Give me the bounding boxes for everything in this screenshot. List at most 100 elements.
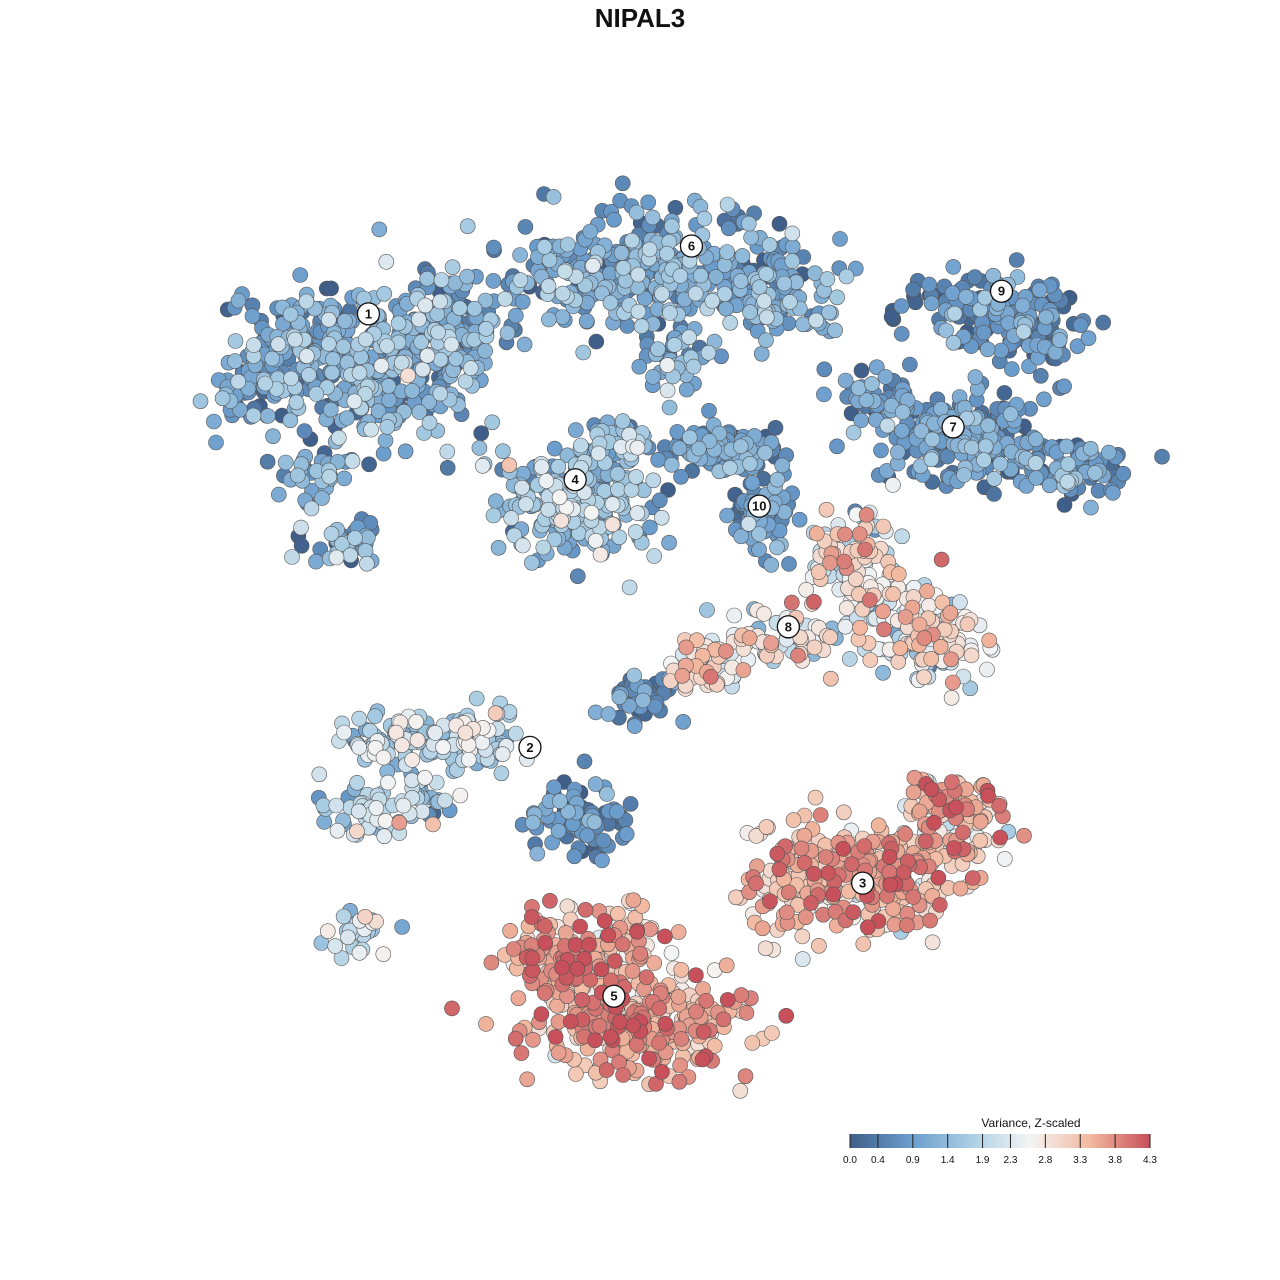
cell-point	[822, 555, 838, 571]
cell-point	[525, 814, 541, 831]
cell-point	[478, 320, 494, 337]
cell-point	[596, 913, 613, 929]
cell-point	[283, 370, 299, 387]
cell-point	[758, 266, 775, 282]
cell-point	[514, 293, 531, 310]
cell-point	[1056, 497, 1073, 513]
cell-point	[260, 408, 276, 424]
cell-point	[552, 793, 568, 809]
cell-point	[807, 789, 824, 806]
cell-point	[663, 945, 680, 961]
cell-point	[790, 647, 806, 664]
cell-point	[466, 300, 483, 317]
cell-point	[921, 276, 938, 293]
legend-tick-label: 1.4	[941, 1155, 955, 1166]
cell-point	[945, 334, 962, 351]
cell-point	[702, 668, 719, 685]
cell-point	[637, 290, 653, 307]
cell-point	[784, 225, 801, 242]
cell-point	[397, 443, 414, 460]
cell-point	[430, 324, 446, 341]
cell-point	[924, 431, 941, 448]
cell-point	[259, 453, 276, 470]
cell-point	[793, 840, 810, 857]
cell-point	[769, 471, 786, 488]
cell-point	[917, 833, 934, 850]
cell-point	[763, 556, 780, 573]
cell-point	[632, 945, 649, 962]
cell-point	[734, 248, 751, 264]
cell-point	[582, 223, 599, 240]
cell-point	[678, 639, 695, 656]
cell-point	[614, 936, 631, 953]
cell-point	[1015, 323, 1032, 340]
cell-point	[375, 946, 392, 963]
cluster-label-6: 6	[679, 234, 704, 258]
cell-point	[404, 382, 421, 399]
cell-point	[757, 940, 774, 957]
cluster-label-text: 1	[365, 306, 372, 321]
cell-point	[981, 632, 998, 649]
cluster-label-10: 10	[747, 494, 771, 518]
cell-point	[335, 338, 352, 355]
cell-point	[594, 852, 610, 869]
cell-point	[670, 924, 687, 940]
cell-point	[373, 357, 390, 374]
cell-point	[663, 456, 680, 473]
cell-point	[718, 957, 735, 974]
cell-point	[663, 218, 680, 234]
cluster-label-text: 3	[859, 876, 866, 891]
cell-point	[628, 469, 644, 485]
cell-point	[230, 292, 247, 309]
cell-point	[737, 1068, 754, 1084]
cell-point	[852, 619, 868, 636]
cell-point	[972, 832, 989, 849]
cell-point	[776, 275, 793, 292]
cell-point	[781, 556, 797, 572]
cell-point	[328, 797, 345, 814]
cell-point	[471, 440, 488, 456]
cell-point	[485, 507, 502, 524]
color-legend: Variance, Z-scaled 0.0 0.4 0.9 1.4 1.9 2.3 2.8…	[843, 1116, 1157, 1166]
cell-point	[587, 532, 604, 549]
cell-point	[870, 817, 887, 834]
cell-point	[698, 992, 715, 1009]
cell-point	[878, 463, 895, 479]
cell-point	[688, 967, 704, 984]
cell-point	[351, 944, 368, 961]
cell-point	[657, 1015, 674, 1032]
cell-point	[771, 861, 788, 878]
cell-point	[536, 239, 553, 255]
cell-point	[468, 690, 485, 707]
cell-point	[841, 651, 858, 667]
cell-point	[877, 369, 894, 385]
cell-point	[245, 407, 262, 424]
cell-point	[662, 305, 678, 321]
cell-point	[537, 935, 554, 951]
cell-point	[672, 268, 689, 284]
cell-point	[659, 357, 676, 373]
cell-point	[409, 732, 426, 749]
cell-point	[206, 413, 222, 430]
cell-point	[626, 718, 643, 734]
cell-point	[435, 739, 451, 756]
cluster-label-text: 9	[998, 284, 1005, 299]
cluster-label-text: 5	[610, 989, 617, 1004]
cell-point	[661, 399, 678, 416]
cell-point	[791, 511, 808, 528]
cell-point	[959, 616, 976, 633]
cell-point	[525, 1032, 541, 1048]
cell-point	[624, 963, 641, 979]
cell-point	[289, 467, 306, 484]
cell-point	[873, 442, 889, 459]
cell-point	[681, 429, 698, 446]
cell-point	[351, 364, 368, 381]
cell-point	[767, 419, 784, 436]
cell-point	[732, 1083, 749, 1099]
cell-point	[740, 515, 757, 532]
cell-point	[208, 434, 224, 451]
cell-point	[452, 787, 469, 804]
cell-point	[600, 927, 617, 944]
legend-tick-label: 2.3	[1004, 1155, 1018, 1166]
cell-point	[394, 737, 410, 754]
